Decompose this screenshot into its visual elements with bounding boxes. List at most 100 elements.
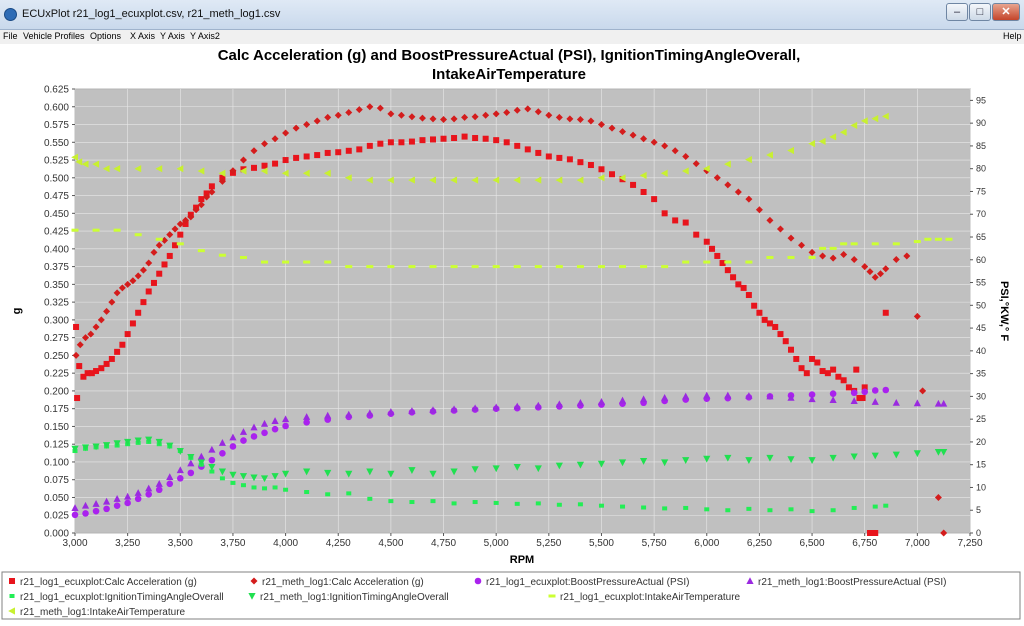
data-point	[534, 108, 542, 116]
y-tick-label: 0.200	[44, 386, 69, 397]
data-point	[229, 471, 237, 479]
data-point	[566, 115, 574, 123]
data-point	[172, 242, 179, 249]
data-point	[72, 351, 80, 359]
data-point	[118, 284, 126, 292]
data-point	[113, 289, 121, 297]
data-point	[492, 110, 500, 118]
menu-file[interactable]: File	[3, 31, 18, 41]
data-point	[387, 265, 395, 269]
data-point	[840, 251, 848, 259]
data-point	[803, 370, 810, 377]
close-button[interactable]: ✕	[992, 3, 1020, 21]
y2-tick-label: 40	[976, 346, 986, 356]
data-point	[430, 136, 436, 143]
data-point	[472, 500, 478, 505]
data-point	[576, 176, 584, 184]
data-point	[587, 162, 594, 169]
data-point	[724, 160, 731, 168]
data-point	[746, 506, 752, 511]
data-point	[788, 507, 794, 512]
y2-tick-label: 45	[976, 323, 986, 333]
data-point	[724, 267, 731, 274]
data-point	[913, 399, 921, 407]
window-title: ECUxPlot r21_log1_ecuxplot.csv, r21_meth…	[22, 8, 281, 20]
data-point	[513, 106, 521, 114]
data-point	[155, 480, 163, 487]
y-tick-label: 0.225	[44, 369, 69, 380]
series-layer	[71, 103, 953, 537]
data-point	[88, 370, 95, 377]
data-point	[166, 473, 174, 480]
data-point	[761, 316, 768, 323]
data-point	[734, 188, 742, 196]
data-point	[681, 167, 689, 175]
y-tick-label: 0.475	[44, 191, 69, 202]
data-point	[661, 265, 669, 269]
data-point	[871, 115, 879, 123]
menu-y-axis[interactable]: Y Axis	[160, 31, 185, 41]
data-point	[450, 405, 458, 413]
data-point	[534, 465, 542, 473]
data-point	[524, 146, 531, 153]
chart-title-line1: Calc Acceleration (g) and BoostPressureA…	[218, 47, 801, 64]
data-point	[271, 473, 279, 480]
data-point	[661, 142, 669, 150]
data-point	[703, 455, 711, 463]
data-point	[577, 502, 583, 507]
data-point	[824, 370, 831, 377]
data-point	[81, 444, 90, 452]
data-point	[250, 433, 258, 440]
data-point	[71, 153, 78, 161]
data-point	[859, 395, 866, 402]
data-point	[850, 389, 858, 397]
data-point	[229, 433, 237, 441]
data-point	[640, 135, 648, 143]
data-point	[92, 500, 100, 507]
data-point	[113, 165, 121, 173]
data-point	[408, 138, 415, 145]
data-point	[809, 355, 816, 362]
menu-vehicle-profiles[interactable]: Vehicle Profiles	[23, 31, 85, 41]
data-point	[145, 484, 153, 492]
data-point	[430, 499, 436, 504]
data-point	[639, 458, 648, 465]
menu-x-axis[interactable]: X Axis	[130, 31, 156, 41]
data-point	[471, 113, 479, 121]
data-point	[924, 237, 932, 241]
data-point	[134, 495, 142, 503]
data-point	[819, 246, 827, 250]
data-point	[856, 395, 863, 402]
data-point	[751, 302, 758, 309]
data-point	[782, 338, 789, 345]
maximize-button[interactable]: □	[969, 3, 991, 21]
x-axis-label: RPM	[510, 554, 534, 566]
data-point	[850, 255, 858, 263]
data-point	[197, 452, 205, 460]
data-point	[92, 160, 100, 168]
legend-marker	[8, 607, 15, 615]
menu-options[interactable]: Options	[90, 31, 122, 41]
data-point	[397, 111, 405, 119]
data-point	[872, 504, 878, 509]
data-point	[787, 234, 795, 242]
data-point	[176, 466, 184, 474]
y-tick-label: 0.000	[44, 529, 69, 540]
data-point	[124, 492, 132, 500]
data-point	[853, 366, 860, 373]
menu-help[interactable]: Help	[1003, 31, 1022, 41]
data-point	[556, 154, 563, 161]
data-point	[262, 486, 268, 491]
legend-label: r21_log1_ecuxplot:Calc Acceleration (g)	[20, 577, 197, 588]
data-point	[641, 505, 647, 510]
data-point	[182, 216, 190, 224]
chart-title-line2: IntakeAirTemperature	[432, 66, 586, 83]
series-7	[71, 112, 889, 184]
data-point	[303, 419, 310, 426]
data-point	[892, 398, 900, 406]
data-point	[724, 181, 732, 189]
y-tick-label: 0.350	[44, 280, 69, 291]
menu-y-axis2[interactable]: Y Axis2	[190, 31, 220, 41]
data-point	[429, 115, 437, 123]
minimize-button[interactable]: –	[946, 3, 968, 21]
